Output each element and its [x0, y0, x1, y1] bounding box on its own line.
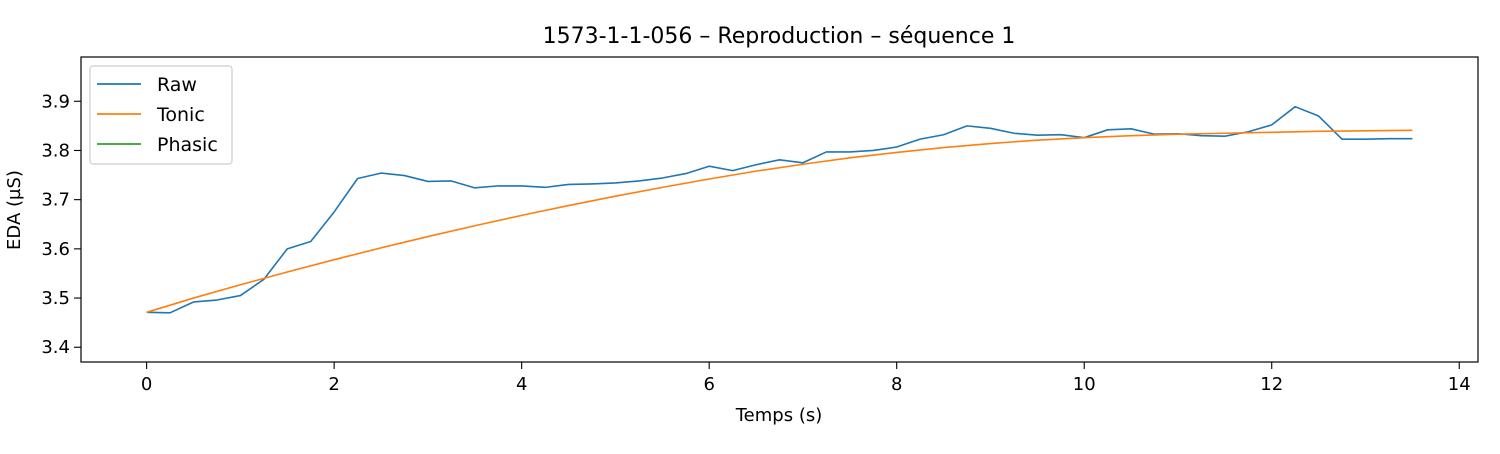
- x-tick-label: 2: [328, 374, 339, 395]
- chart-title: 1573-1-1-056 – Reproduction – séquence 1: [543, 24, 1016, 49]
- series-line-tonic: [146, 129, 1413, 314]
- x-tick-label: 14: [1448, 374, 1471, 395]
- legend-label-raw: Raw: [157, 74, 197, 96]
- x-tick-label: 10: [1073, 374, 1096, 395]
- x-tick-label: 4: [516, 374, 527, 395]
- y-tick-label: 3.6: [41, 239, 70, 260]
- x-tick-label: 8: [891, 374, 902, 395]
- series-line-raw: [146, 105, 1413, 314]
- x-tick-label: 6: [703, 374, 714, 395]
- y-tick-label: 3.7: [41, 190, 70, 211]
- x-axis: 0 2 4 6 8 10 12 14: [141, 362, 1471, 395]
- y-axis: 3.4 3.5 3.6 3.7 3.8 3.9: [41, 91, 81, 358]
- legend-box: [89, 65, 233, 165]
- y-tick-label: 3.8: [41, 140, 70, 161]
- legend: Raw Tonic Phasic: [89, 65, 233, 165]
- plot-frame: [80, 56, 1479, 363]
- legend-label-tonic: Tonic: [156, 104, 205, 126]
- y-tick-label: 3.5: [41, 288, 70, 309]
- x-tick-label: 0: [141, 374, 152, 395]
- series-layer: [146, 105, 1413, 314]
- legend-label-phasic: Phasic: [157, 134, 218, 156]
- y-tick-label: 3.4: [41, 337, 70, 358]
- y-tick-label: 3.9: [41, 91, 70, 112]
- y-axis-label: EDA (µS): [4, 170, 25, 250]
- x-tick-label: 12: [1260, 374, 1283, 395]
- x-axis-label: Temps (s): [735, 405, 823, 426]
